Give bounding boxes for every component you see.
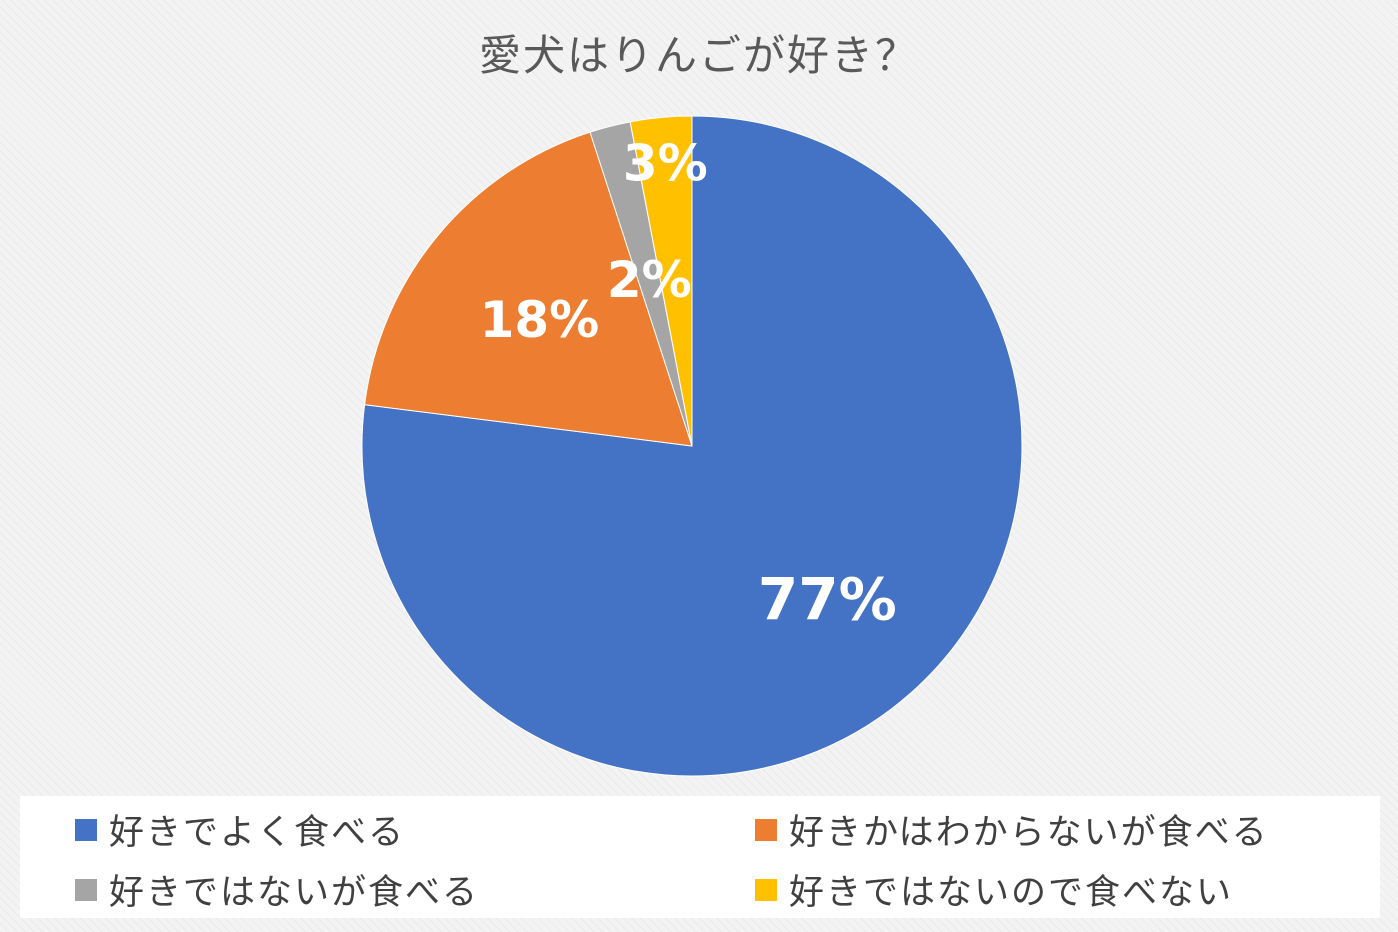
legend-item-2: 好きではないが食べる	[75, 864, 479, 915]
legend-label-3: 好きではないので食べない	[789, 873, 1234, 913]
legend-label-0: 好きでよく食べる	[109, 813, 406, 853]
legend-swatch-2	[75, 878, 97, 901]
slice-label-0: 77%	[758, 565, 897, 633]
legend-item-0: 好きでよく食べる	[75, 804, 405, 855]
chart-title: 愛犬はりんごが好き？	[478, 31, 919, 80]
slice-label-1: 18%	[480, 291, 600, 349]
pie-slice-0	[361, 115, 1023, 777]
slice-label-3: 3%	[623, 134, 708, 192]
legend-label-1: 好きかはわからないが食べる	[789, 813, 1269, 853]
legend-item-3: 好きではないので食べない	[755, 864, 1233, 915]
legend-label-2: 好きではないが食べる	[109, 873, 480, 913]
pie-slice-1	[364, 131, 693, 447]
legend-swatch-3	[755, 878, 777, 901]
legend-swatch-1	[755, 818, 777, 841]
slice-label-2: 2%	[607, 251, 692, 309]
pie-slice-3	[629, 115, 693, 447]
legend-swatch-0	[75, 818, 97, 841]
legend: 好きでよく食べる 好きかはわからないが食べる 好きではないが食べる 好きではない…	[20, 796, 1380, 918]
legend-item-1: 好きかはわからないが食べる	[755, 804, 1269, 855]
